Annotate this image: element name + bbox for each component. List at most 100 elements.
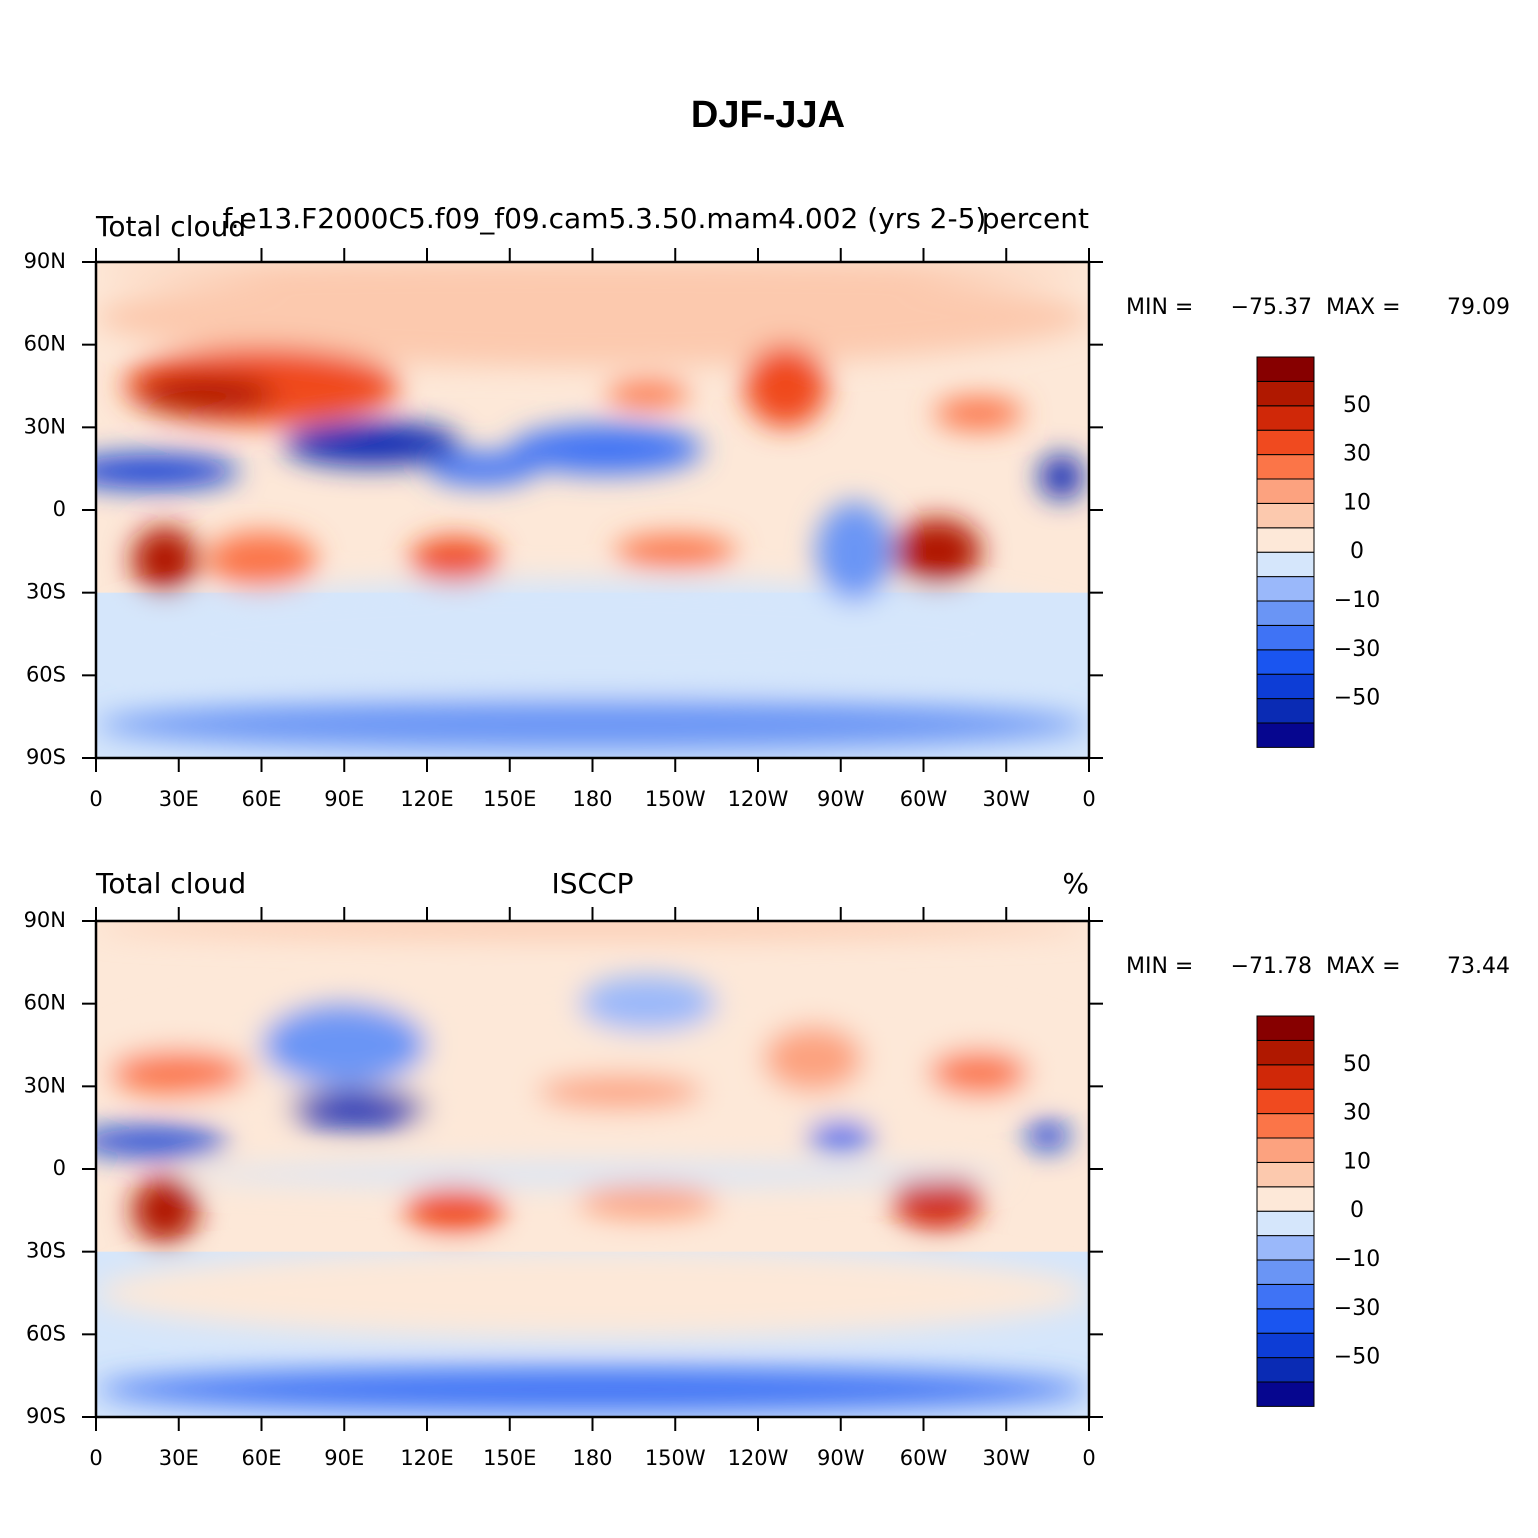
cloud-anomaly-region	[96, 262, 1089, 282]
colorbar-box	[1256, 1283, 1315, 1310]
panel-left-title: Total cloud	[95, 867, 246, 900]
colorbar-box	[1256, 1113, 1315, 1139]
colorbar-box	[1256, 649, 1315, 675]
map-blobs	[96, 921, 1089, 1412]
colorbar-box	[1256, 454, 1315, 480]
cloud-anomaly-region	[96, 1127, 229, 1156]
y-tick-label: 90S	[26, 1404, 66, 1428]
cloud-anomaly-region	[261, 1003, 427, 1087]
x-tick-label: 90E	[324, 1446, 364, 1470]
colorbar-box	[1256, 600, 1315, 626]
cloud-anomaly-region	[96, 454, 240, 488]
panel-left-title: Total cloud	[95, 210, 246, 243]
cloud-anomaly-region	[131, 526, 199, 593]
panel-center-title: ISCCP	[551, 867, 633, 900]
x-tick-label: 90E	[324, 787, 364, 811]
cloud-anomaly-region	[807, 1122, 874, 1150]
x-tick-label: 120W	[728, 1446, 789, 1470]
colorbar-label: −30	[1334, 1296, 1380, 1321]
figure-title: DJF-JJA	[691, 94, 845, 136]
cloud-anomaly-region	[815, 501, 894, 601]
colorbar-box	[1256, 1235, 1315, 1261]
cloud-anomaly-region	[427, 452, 538, 486]
x-tick-label: 0	[1082, 787, 1095, 811]
colorbar-box	[1256, 698, 1315, 724]
x-tick-label: 90W	[817, 1446, 865, 1470]
x-tick-label: 30E	[159, 787, 199, 811]
map-field	[96, 262, 1089, 758]
max-label: MAX =	[1326, 295, 1401, 320]
x-tick-label: 90W	[817, 787, 865, 811]
x-tick-label: 60W	[900, 787, 948, 811]
cloud-anomaly-region	[934, 397, 1023, 431]
cloud-anomaly-region	[96, 267, 1089, 367]
x-tick-label: 120E	[400, 1446, 453, 1470]
colorbar-box	[1256, 722, 1315, 748]
colorbar-label: 30	[1343, 442, 1371, 467]
colorbar-box	[1256, 405, 1315, 431]
x-tick-label: 150E	[483, 787, 536, 811]
cloud-anomaly-region	[578, 976, 717, 1032]
panel-right-title: percent	[982, 202, 1089, 235]
colorbar-box	[1256, 1039, 1315, 1066]
cloud-anomaly-region	[96, 1248, 1089, 1338]
x-tick-label: 30W	[983, 787, 1031, 811]
colorbar-box	[1256, 673, 1315, 700]
colorbar-label: −10	[1334, 1247, 1380, 1272]
x-tick-label: 150E	[483, 1446, 536, 1470]
min-value: −75.37	[1231, 295, 1312, 320]
x-tick-label: 30E	[159, 1446, 199, 1470]
y-tick-label: 30S	[26, 1239, 66, 1263]
y-tick-label: 90N	[24, 249, 66, 273]
colorbar-box	[1256, 1186, 1315, 1212]
colorbar-box	[1256, 1332, 1315, 1359]
cloud-anomaly-region	[893, 518, 982, 585]
cloud-anomaly-region	[96, 921, 1089, 938]
map-field	[96, 921, 1089, 1417]
max-label: MAX =	[1326, 954, 1401, 979]
cloud-anomaly-region	[929, 1050, 1029, 1095]
cloud-anomaly-region	[893, 1174, 982, 1230]
colorbar-label: −30	[1334, 637, 1380, 662]
y-tick-label: 0	[53, 1156, 66, 1180]
cloud-anomaly-region	[744, 344, 827, 428]
y-tick-label: 30N	[24, 414, 66, 438]
x-tick-label: 150W	[645, 787, 706, 811]
panel-center-title: f.e13.F2000C5.f09_f09.cam5.3.50.mam4.002…	[223, 202, 987, 235]
cloud-anomaly-region	[410, 537, 499, 582]
cloud-anomaly-region	[578, 1185, 717, 1219]
colorbar-label: 30	[1343, 1101, 1371, 1126]
x-tick-label: 120W	[728, 787, 789, 811]
colorbar-box	[1256, 1088, 1315, 1115]
y-tick-label: 30S	[26, 580, 66, 604]
colorbar-box	[1256, 1137, 1315, 1163]
colorbar-box	[1256, 356, 1315, 382]
cloud-anomaly-region	[537, 1075, 703, 1109]
cloud-anomaly-region	[96, 700, 1089, 750]
colorbar-box	[1256, 1161, 1315, 1188]
cloud-anomaly-region	[96, 578, 1089, 690]
cloud-anomaly-region	[614, 534, 736, 568]
cloud-anomaly-region	[137, 374, 276, 414]
x-tick-label: 60E	[242, 1446, 282, 1470]
colorbar-box	[1256, 1357, 1315, 1383]
colorbar-box	[1256, 1381, 1315, 1407]
y-tick-label: 30N	[24, 1073, 66, 1097]
colorbar-box	[1256, 527, 1315, 553]
x-tick-label: 0	[89, 787, 102, 811]
cloud-anomaly-region	[289, 1089, 427, 1128]
colorbar-box	[1256, 1308, 1315, 1334]
colorbar-label: −50	[1334, 1345, 1380, 1370]
map-blobs	[96, 262, 1089, 750]
colorbar-box	[1256, 478, 1315, 504]
y-tick-label: 90S	[26, 745, 66, 769]
min-label: MIN =	[1126, 295, 1193, 320]
cloud-anomaly-region	[606, 380, 690, 409]
x-tick-label: 60W	[900, 1446, 948, 1470]
cloud-anomaly-region	[178, 1163, 1007, 1186]
cloud-anomaly-region	[1039, 454, 1084, 499]
max-value: 79.09	[1447, 295, 1510, 320]
colorbar-label: 10	[1343, 1149, 1371, 1174]
cloud-anomaly-region	[283, 421, 461, 466]
cloud-anomaly-region	[763, 1025, 863, 1092]
